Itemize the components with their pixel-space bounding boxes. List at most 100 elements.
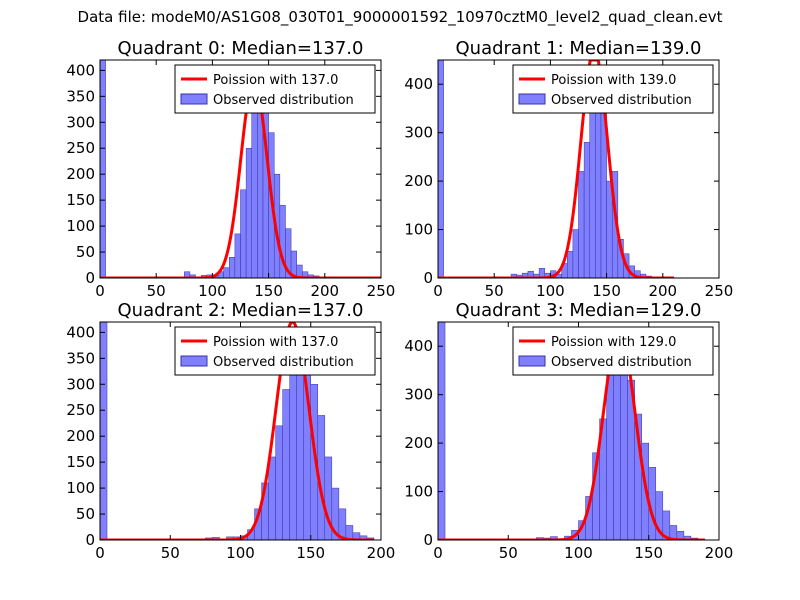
y-tick-label: 300 (66, 375, 95, 393)
legend-label-observed: Observed distribution (213, 93, 354, 108)
subplot-title: Quadrant 1: Median=139.0 (456, 38, 702, 59)
histogram-bar (289, 347, 297, 540)
x-tick-label: 100 (226, 544, 255, 562)
x-tick-label: 200 (705, 544, 734, 562)
y-tick-label: 0 (85, 269, 95, 287)
histogram-bar (100, 322, 108, 540)
histogram-bar (240, 189, 247, 278)
axes-frame (437, 59, 720, 279)
plot-area (438, 322, 705, 540)
subplot-quadrant-3: 0 50 100 150 200 0 100 200 300 400 Quadrant 3: Med… (404, 300, 733, 562)
y-tick-label: 400 (404, 337, 433, 355)
axes-frame (99, 59, 382, 279)
legend-label-observed: Observed distribution (551, 355, 692, 370)
x-tick-label: 50 (485, 282, 504, 300)
plot-area (438, 60, 675, 278)
y-tick-label: 300 (66, 113, 95, 131)
y-tick-label: 400 (66, 323, 95, 341)
legend-label-poisson: Poission with 137.0 (213, 73, 338, 88)
poisson-curve-line (100, 322, 374, 540)
histogram-bar (438, 322, 446, 540)
x-tick-label: 50 (499, 544, 518, 562)
histogram-bar (620, 365, 628, 540)
x-tick-label: 100 (198, 282, 227, 300)
y-tick-label: 200 (404, 172, 433, 190)
histogram-bar (589, 98, 596, 278)
y-tick-label: 400 (404, 75, 433, 93)
y-tick-label: 100 (404, 221, 433, 239)
y-tick-label: 250 (66, 139, 95, 157)
y-tick-label: 150 (66, 453, 95, 471)
x-tick-label: 150 (592, 282, 621, 300)
y-tick-label: 100 (66, 479, 95, 497)
histogram-bar (268, 456, 276, 540)
y-tick-label: 300 (404, 386, 433, 404)
x-tick-label: 50 (161, 544, 180, 562)
histogram-bar (578, 171, 585, 278)
legend-box (512, 326, 714, 376)
plot-area (100, 322, 375, 540)
histogram-bar (606, 180, 613, 278)
legend-label-observed: Observed distribution (551, 93, 692, 108)
legend-label-poisson: Poission with 137.0 (213, 335, 338, 350)
subplot-title: Quadrant 3: Median=129.0 (456, 300, 702, 321)
x-tick-label: 250 (367, 282, 396, 300)
histogram-bar (572, 229, 579, 278)
y-tick-label: 100 (404, 483, 433, 501)
y-tick-label: 350 (66, 349, 95, 367)
legend-bar-swatch (518, 355, 546, 367)
y-tick-label: 50 (76, 243, 95, 261)
poisson-curve-line (438, 60, 675, 278)
x-tick-label: 0 (433, 544, 443, 562)
histogram-bar (245, 147, 252, 278)
subplot-title: Quadrant 0: Median=137.0 (118, 38, 364, 59)
histogram-bar (583, 142, 590, 278)
poisson-curve-line (100, 79, 381, 278)
x-tick-label: 100 (536, 282, 565, 300)
y-tick-label: 250 (66, 401, 95, 419)
legend-label-poisson: Poission with 129.0 (551, 335, 676, 350)
legend-box (174, 64, 376, 114)
x-tick-label: 250 (705, 282, 734, 300)
x-tick-label: 0 (95, 544, 105, 562)
x-tick-label: 150 (296, 544, 325, 562)
legend-label-observed: Observed distribution (213, 355, 354, 370)
y-tick-label: 200 (66, 165, 95, 183)
histogram-bar (234, 233, 241, 278)
x-tick-label: 150 (254, 282, 283, 300)
y-tick-label: 400 (66, 61, 95, 79)
y-tick-label: 50 (76, 505, 95, 523)
legend-bar-swatch (180, 355, 208, 367)
legend-box (512, 64, 714, 114)
x-tick-label: 50 (147, 282, 166, 300)
histogram-bar (600, 113, 607, 278)
y-tick-label: 0 (423, 531, 433, 549)
legend-label-poisson: Poission with 139.0 (551, 73, 676, 88)
legend-box (174, 326, 376, 376)
x-tick-label: 150 (634, 544, 663, 562)
subplot-quadrant-1: 0 50 100 150 200 250 0 100 200 300 400 Quadrant 1: … (404, 38, 733, 300)
y-tick-label: 200 (404, 434, 433, 452)
histogram-bar (676, 531, 685, 540)
y-tick-label: 100 (66, 217, 95, 235)
x-tick-label: 0 (433, 282, 443, 300)
x-tick-label: 200 (310, 282, 339, 300)
subplot-title: Quadrant 2: Median=137.0 (118, 300, 364, 321)
histogram-bar (595, 93, 602, 278)
x-tick-label: 200 (648, 282, 677, 300)
legend: Poission with 139.0 Observed distribution (512, 64, 714, 114)
legend-bar-swatch (180, 93, 208, 105)
histogram-bar (229, 256, 236, 278)
histogram-bar (100, 60, 106, 278)
y-tick-label: 200 (66, 427, 95, 445)
legend: Poission with 129.0 Observed distribution (512, 326, 714, 376)
legend: Poission with 137.0 Observed distribution (174, 326, 376, 376)
histogram-bar (282, 389, 290, 540)
figure-title: Data file: modeM0/AS1G08_030T01_90000015… (77, 8, 723, 26)
poisson-curve-line (438, 330, 705, 540)
y-tick-label: 300 (404, 124, 433, 142)
legend-bar-swatch (518, 93, 546, 105)
histogram-bar (606, 370, 614, 540)
x-tick-label: 100 (564, 544, 593, 562)
y-tick-label: 0 (423, 269, 433, 287)
